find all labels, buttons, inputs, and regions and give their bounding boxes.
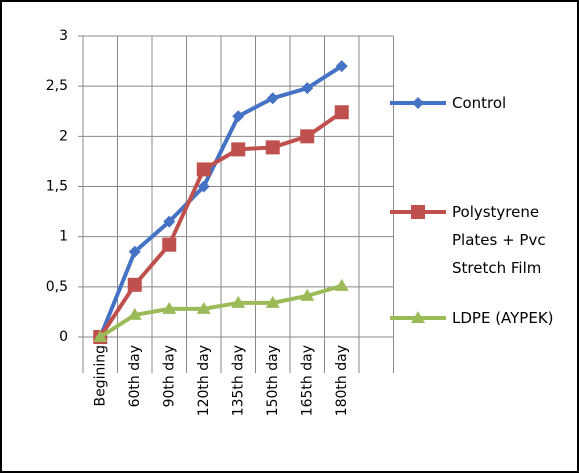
x-tick-label: 60th day bbox=[127, 345, 143, 407]
point bbox=[301, 82, 314, 95]
point bbox=[93, 330, 108, 342]
point bbox=[265, 295, 280, 308]
x-tick-label: 150th day bbox=[265, 345, 281, 416]
x-tick-label: 135th day bbox=[230, 345, 246, 416]
point bbox=[196, 301, 211, 314]
point bbox=[127, 277, 142, 292]
x-tick-label: 165th day bbox=[299, 345, 315, 416]
legend-marker bbox=[411, 311, 425, 323]
point bbox=[334, 278, 349, 291]
point bbox=[335, 60, 348, 73]
point bbox=[334, 105, 349, 120]
y-tick-label: 2,5 bbox=[46, 78, 68, 94]
point bbox=[163, 215, 176, 228]
x-tick-label: 120th day bbox=[196, 345, 212, 416]
point bbox=[127, 307, 142, 320]
y-tick-label: 2 bbox=[59, 128, 68, 144]
point bbox=[162, 237, 177, 252]
point bbox=[128, 245, 141, 258]
legend-label: LDPE (AYPEK) bbox=[452, 309, 554, 327]
point bbox=[232, 110, 245, 123]
point bbox=[266, 92, 279, 105]
legend-marker bbox=[412, 97, 424, 109]
y-tick-label: 0,5 bbox=[46, 279, 68, 295]
series-line bbox=[98, 64, 343, 338]
point bbox=[265, 140, 280, 155]
point bbox=[162, 301, 177, 314]
point bbox=[197, 180, 210, 193]
legend-label: Control bbox=[452, 94, 507, 112]
y-tick-label: 1,5 bbox=[46, 179, 68, 195]
point bbox=[300, 288, 315, 301]
series-line bbox=[99, 283, 343, 339]
y-tick-label: 3 bbox=[59, 28, 68, 44]
legend-marker bbox=[411, 205, 425, 219]
point bbox=[231, 142, 246, 157]
point bbox=[196, 162, 211, 177]
x-tick-label: 180th day bbox=[334, 345, 350, 416]
point bbox=[231, 295, 246, 308]
y-tick-label: 0 bbox=[59, 329, 68, 345]
x-tick-label: Begining bbox=[92, 345, 108, 407]
y-tick-label: 1 bbox=[59, 229, 68, 245]
x-tick-label: 90th day bbox=[161, 345, 177, 407]
legend-label: Polystyrene Plates + Pvc Stretch Film bbox=[452, 203, 546, 277]
point bbox=[300, 129, 315, 144]
